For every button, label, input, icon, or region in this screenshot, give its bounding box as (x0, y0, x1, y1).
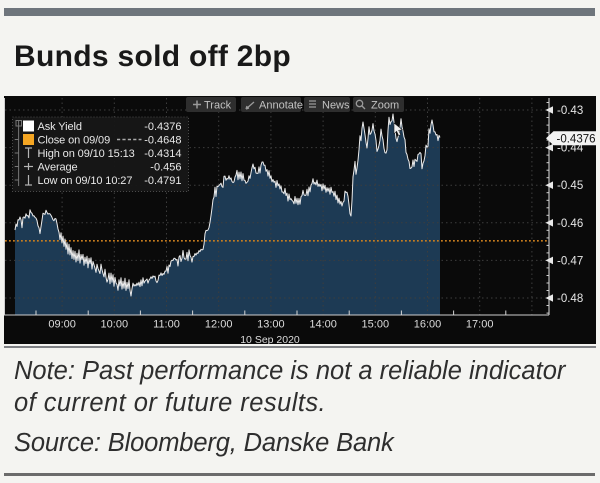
svg-text:Ask Yield: Ask Yield (38, 121, 82, 133)
svg-text:-0.43: -0.43 (557, 105, 583, 117)
svg-text:-0.4376: -0.4376 (144, 121, 181, 133)
svg-text:News: News (322, 100, 350, 112)
svg-text:Zoom: Zoom (371, 100, 399, 112)
svg-text:-0.4648: -0.4648 (144, 135, 181, 147)
svg-text:Annotate: Annotate (259, 100, 303, 112)
svg-text:16:00: 16:00 (414, 319, 442, 331)
svg-text:13:00: 13:00 (257, 319, 285, 331)
svg-text:-0.456: -0.456 (150, 162, 181, 174)
svg-text:14:00: 14:00 (309, 319, 337, 331)
svg-text:-0.46: -0.46 (557, 218, 583, 230)
svg-text:17:00: 17:00 (466, 319, 494, 331)
svg-text:-0.4314: -0.4314 (144, 148, 181, 160)
svg-text:-0.48: -0.48 (557, 293, 583, 305)
svg-text:-0.47: -0.47 (557, 255, 583, 267)
svg-text:12:00: 12:00 (205, 319, 233, 331)
svg-text:Average: Average (38, 162, 78, 174)
svg-text:Low on 09/10 10:27: Low on 09/10 10:27 (38, 175, 133, 187)
svg-text:10:00: 10:00 (101, 319, 129, 331)
svg-text:Track: Track (204, 100, 232, 112)
svg-text:-0.45: -0.45 (557, 180, 583, 192)
svg-text:-0.4791: -0.4791 (144, 175, 181, 187)
svg-text:-0.4376: -0.4376 (557, 134, 596, 146)
svg-text:15:00: 15:00 (362, 319, 390, 331)
svg-text:09:00: 09:00 (48, 319, 76, 331)
svg-text:-0.44: -0.44 (557, 143, 584, 155)
svg-text:11:00: 11:00 (153, 319, 180, 331)
svg-text:High on 09/10 15:13: High on 09/10 15:13 (38, 148, 135, 160)
svg-text:10 Sep 2020: 10 Sep 2020 (240, 334, 300, 344)
svg-text:Close on 09/09: Close on 09/09 (38, 135, 111, 147)
